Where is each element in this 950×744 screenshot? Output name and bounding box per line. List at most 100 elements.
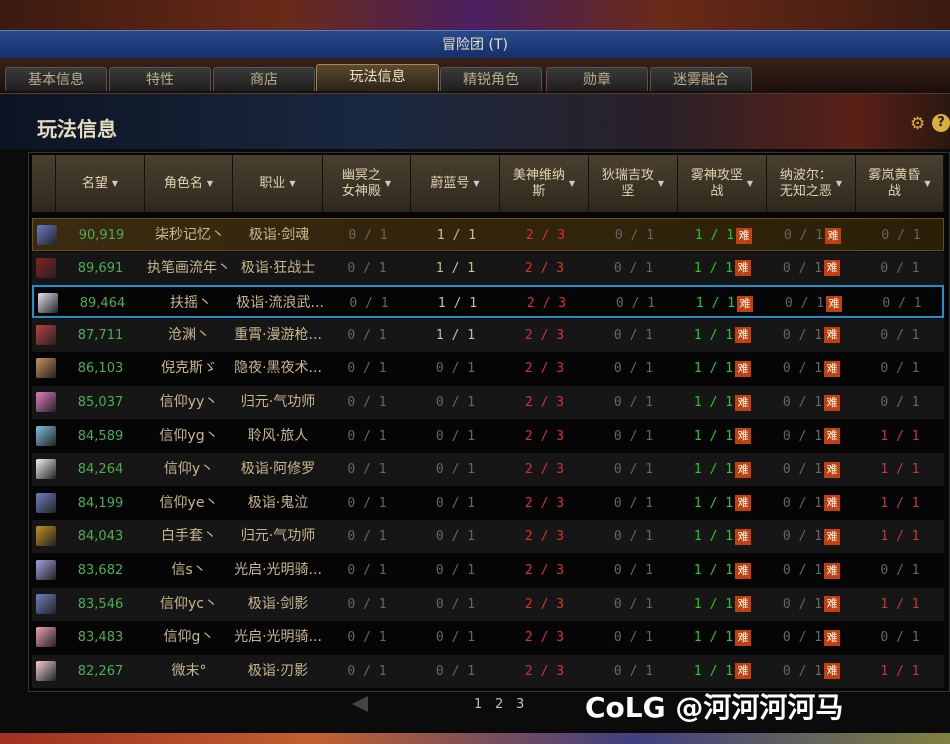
- tab-5[interactable]: 精锐角色: [440, 67, 542, 91]
- page-2[interactable]: 2: [495, 697, 504, 712]
- column-label: 狄瑞吉攻 坚: [601, 167, 654, 199]
- cell-value: 信仰g丶: [163, 629, 215, 646]
- clear-count: 0 / 1: [323, 386, 411, 419]
- tab-1[interactable]: 基本信息: [5, 67, 107, 91]
- cell-value: 1 / 1: [693, 495, 734, 511]
- table-row[interactable]: 87,711 沧渊丶 重霄·漫游枪... 0 / 1 1 / 1 2 / 3 0 / 1 1 …: [32, 318, 944, 352]
- sort-arrow-icon[interactable]: ▼: [206, 178, 214, 188]
- tab-3[interactable]: 商店: [213, 67, 315, 91]
- tab-6[interactable]: 勋章: [546, 67, 648, 91]
- gear-icon[interactable]: ⚙: [910, 114, 926, 134]
- sort-arrow-icon[interactable]: ▼: [924, 178, 931, 188]
- cell-value: 2 / 3: [524, 630, 565, 646]
- job: 极诣·剑影: [233, 588, 323, 621]
- table-row[interactable]: 83,483 信仰g丶 光启·光明骑... 0 / 1 0 / 1 2 / 3 0 / 1 1…: [32, 621, 944, 655]
- column-header[interactable]: 雾神攻坚 战 ▼: [678, 155, 767, 212]
- table-row[interactable]: 89,691 执笔画流年丶 极诣·狂战士 0 / 1 1 / 1 2 / 3 0 / 1 1 …: [32, 251, 944, 285]
- sort-arrow-icon[interactable]: ▼: [568, 178, 576, 188]
- clear-count: 1 / 1: [856, 487, 944, 520]
- prev-page-button[interactable]: [352, 696, 368, 712]
- column-header[interactable]: 美神维纳 斯 ▼: [500, 155, 589, 212]
- table-row[interactable]: 84,199 信仰ye丶 极诣·鬼泣 0 / 1 0 / 1 2 / 3 0 / 1 1 / …: [32, 486, 944, 520]
- cell-value: 0 / 1: [613, 428, 654, 444]
- table-row[interactable]: 89,464 扶摇丶 极诣·流浪武... 0 / 1 1 / 1 2 / 3 0 / 1 1 …: [32, 285, 946, 320]
- column-header[interactable]: 雾岚黄昏 战 ▼: [856, 155, 944, 212]
- cell-value: 0 / 1: [435, 428, 476, 444]
- column-header[interactable]: 狄瑞吉攻 坚 ▼: [589, 155, 678, 212]
- cell-value: 0 / 1: [882, 296, 922, 312]
- clear-count: 1 / 1: [856, 588, 944, 621]
- cell-value: 0 / 1: [347, 395, 387, 410]
- column-header[interactable]: 角色名 ▼: [145, 155, 233, 212]
- table-row[interactable]: 83,682 信s丶 光启·光明骑... 0 / 1 0 / 1 2 / 3 0 / 1 1 …: [32, 554, 944, 587]
- hard-badge: 难: [735, 495, 752, 512]
- cell-value: 0 / 1: [435, 462, 476, 478]
- job: 极诣·阿修罗: [233, 453, 323, 486]
- cell-value: 信仰y丶: [163, 461, 215, 478]
- clear-count: 0 / 1: [856, 621, 944, 654]
- job: 归元·气功师: [233, 386, 323, 419]
- table-row[interactable]: 84,043 白手套丶 归元·气功师 0 / 1 0 / 1 2 / 3 0 / 1 1 / …: [32, 520, 944, 554]
- clear-count: 0 / 1: [411, 554, 500, 587]
- clear-count: 0 / 1: [589, 588, 678, 621]
- column-header[interactable]: 职业 ▼: [233, 155, 323, 212]
- hard-badge: 难: [735, 663, 752, 680]
- cell-value: 86,103: [77, 361, 124, 377]
- column-label: 角色名: [163, 175, 203, 191]
- clear-count: 0 / 1: [856, 554, 944, 587]
- avatar: [36, 627, 56, 648]
- sort-arrow-icon[interactable]: ▼: [111, 178, 119, 188]
- help-icon[interactable]: ?: [932, 114, 950, 132]
- sort-arrow-icon[interactable]: ▼: [289, 178, 296, 188]
- sort-arrow-icon[interactable]: ▼: [473, 178, 480, 188]
- cell-value: 1 / 1: [437, 296, 478, 312]
- column-header[interactable]: 蔚蓝号 ▼: [411, 155, 500, 212]
- table-row[interactable]: 83,546 信仰yc丶 极诣·剑影 0 / 1 0 / 1 2 / 3 0 / 1 1 / …: [32, 587, 944, 621]
- column-header[interactable]: 纳波尔： 无知之恶 ▼: [767, 155, 856, 212]
- table-row[interactable]: 86,103 倪克斯ゞ 隐夜·黑夜术... 0 / 1 0 / 1 2 / 3 0 / 1 1…: [32, 352, 944, 386]
- clear-count: 2 / 3: [500, 520, 589, 553]
- sort-arrow-icon[interactable]: ▼: [835, 178, 843, 188]
- cell-value: 0 / 1: [782, 260, 823, 276]
- cell-value: 2 / 3: [524, 462, 565, 478]
- hard-badge: 难: [824, 360, 841, 377]
- column-header[interactable]: 名望 ▼: [56, 155, 145, 212]
- character-name: 信仰yy丶: [145, 386, 233, 419]
- character-name: 扶摇丶: [147, 287, 235, 320]
- clear-count: 0 / 1: [589, 554, 678, 587]
- table-row[interactable]: 90,919 柒秒记忆丶 极诣·剑魂 0 / 1 1 / 1 2 / 3 0 / 1 1 / …: [32, 218, 944, 251]
- clear-count: 1 / 1: [856, 420, 944, 453]
- sort-arrow-icon[interactable]: ▼: [384, 178, 392, 188]
- column-header[interactable]: 幽冥之 女神殿 ▼: [323, 155, 411, 212]
- sort-arrow-icon[interactable]: ▼: [746, 178, 754, 188]
- column-label: 雾岚黄昏 战: [868, 167, 921, 199]
- page-1[interactable]: 1: [474, 697, 483, 712]
- clear-count: 0 / 1: [323, 352, 411, 385]
- tab-4[interactable]: 玩法信息: [316, 64, 439, 91]
- cell-value: 83,483: [77, 630, 124, 646]
- hard-badge: 难: [735, 428, 752, 445]
- cell-value: 0 / 1: [435, 663, 476, 679]
- sort-arrow-icon[interactable]: ▼: [657, 178, 665, 188]
- table-row[interactable]: 85,037 信仰yy丶 归元·气功师 0 / 1 0 / 1 2 / 3 0 / 1 1 /…: [32, 386, 944, 419]
- page-3[interactable]: 3: [516, 697, 525, 712]
- clear-count: 0 / 1: [856, 252, 944, 285]
- clear-count: 0 / 1: [858, 287, 946, 320]
- cell-value: 归元·气功师: [240, 528, 316, 545]
- tab-2[interactable]: 特性: [109, 67, 211, 91]
- cell-value: 0 / 1: [782, 630, 823, 646]
- cell-value: 1 / 1: [693, 529, 734, 545]
- table-row[interactable]: 84,589 信仰yg丶 聆风·旅人 0 / 1 0 / 1 2 / 3 0 / 1 1 / …: [32, 419, 944, 453]
- avatar: [36, 492, 56, 513]
- table-row[interactable]: 84,264 信仰y丶 极诣·阿修罗 0 / 1 0 / 1 2 / 3 0 / 1 1 / …: [32, 453, 944, 487]
- cell-value: 84,043: [77, 529, 124, 545]
- tab-7[interactable]: 迷雾融合: [650, 67, 752, 91]
